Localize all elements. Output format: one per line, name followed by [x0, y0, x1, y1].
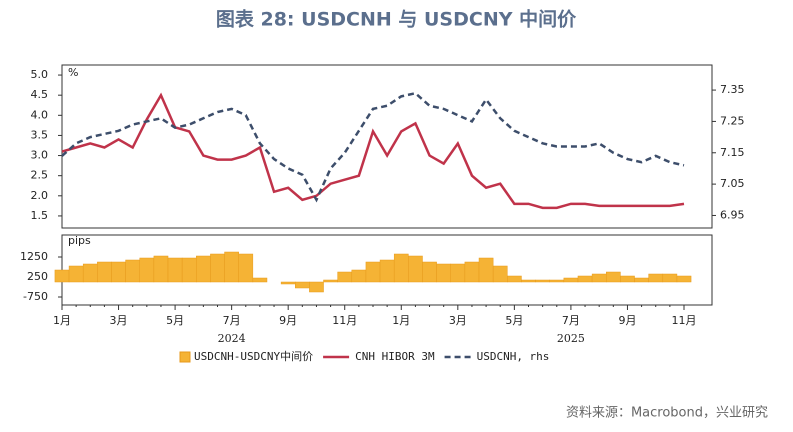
y-tick-label: 2.0 [31, 189, 49, 202]
bar [280, 281, 296, 285]
bar [181, 257, 197, 283]
bar [54, 269, 70, 283]
bar [68, 265, 84, 283]
bar [676, 275, 692, 283]
x-tick-label: 3月 [449, 314, 467, 327]
y-tick-label: -750 [23, 290, 48, 303]
bar [535, 279, 550, 283]
x-tick-label: 5月 [505, 314, 523, 327]
bar [393, 253, 409, 283]
legend-label: CNH HIBOR 3M [355, 350, 435, 363]
y-tick-label: 6.95 [720, 208, 745, 221]
year-label: 2025 [557, 332, 585, 345]
x-tick-label: 1月 [53, 314, 71, 327]
bar [577, 275, 593, 283]
x-tick-label: 11月 [332, 314, 357, 327]
bar [196, 255, 211, 283]
legend-label: USDCNH-USDCNY中间价 [194, 350, 313, 363]
bar [295, 281, 310, 289]
bar [436, 263, 452, 283]
legend-label: USDCNH, rhs [477, 350, 550, 363]
bar [450, 263, 466, 283]
y-tick-label: 250 [27, 270, 48, 283]
bar [634, 277, 649, 283]
line [61, 91, 685, 203]
bar [125, 259, 141, 283]
bar [492, 265, 508, 283]
x-tick-label: 7月 [223, 314, 241, 327]
bar [478, 257, 494, 283]
bar [82, 263, 98, 283]
top-frame [61, 64, 713, 229]
y-tick-label: 7.25 [720, 114, 745, 127]
chart-title: 图表 28: USDCNH 与 USDCNY 中间价 [216, 8, 577, 31]
y-tick-label: 7.15 [720, 146, 745, 159]
x-tick-label: 5月 [166, 314, 184, 327]
line [61, 92, 685, 210]
year-label: 2024 [218, 332, 246, 345]
y-tick-label: 5.0 [31, 68, 49, 81]
bar [153, 255, 169, 283]
y-tick-label: 2.5 [31, 169, 49, 182]
bar [252, 277, 268, 283]
bar [379, 259, 395, 283]
bar [351, 269, 367, 283]
x-tick-label: 1月 [392, 314, 410, 327]
x-tick-label: 9月 [279, 314, 297, 327]
bar [139, 257, 155, 283]
y-tick-label: 7.05 [720, 177, 745, 190]
y-tick-label: 3.0 [31, 149, 49, 162]
bar [238, 253, 254, 283]
y-tick-label: 1.5 [31, 209, 49, 222]
bar [422, 261, 437, 283]
bar [662, 273, 678, 283]
legend-swatch [179, 351, 191, 363]
bar [620, 275, 635, 283]
bar [167, 257, 183, 283]
bar [323, 279, 338, 283]
x-tick-label: 7月 [562, 314, 580, 327]
y-tick-label: 3.5 [31, 128, 49, 141]
x-tick-label: 11月 [672, 314, 697, 327]
bar [591, 273, 607, 283]
bar [111, 261, 126, 283]
bar [337, 271, 353, 283]
bar [309, 281, 324, 293]
bar [606, 271, 621, 283]
y-tick-label: 4.0 [31, 108, 49, 121]
bar [563, 277, 579, 283]
bar [521, 279, 536, 283]
bar [507, 275, 522, 283]
bar [408, 255, 423, 283]
y-tick-label: 7.35 [720, 83, 745, 96]
source: 资料来源：Macrobond，兴业研究 [566, 406, 768, 421]
bar [648, 273, 664, 283]
bar [224, 251, 239, 283]
x-tick-label: 3月 [110, 314, 128, 327]
bar [97, 261, 112, 283]
y-unit: % [68, 66, 78, 79]
y-unit-bottom: pips [68, 234, 91, 247]
y-tick-label: 1250 [20, 250, 48, 263]
x-tick-label: 9月 [618, 314, 636, 327]
bar [549, 279, 565, 283]
y-tick-label: 4.5 [31, 88, 49, 101]
bar [365, 261, 381, 283]
bar [464, 261, 480, 283]
bar [210, 253, 225, 283]
